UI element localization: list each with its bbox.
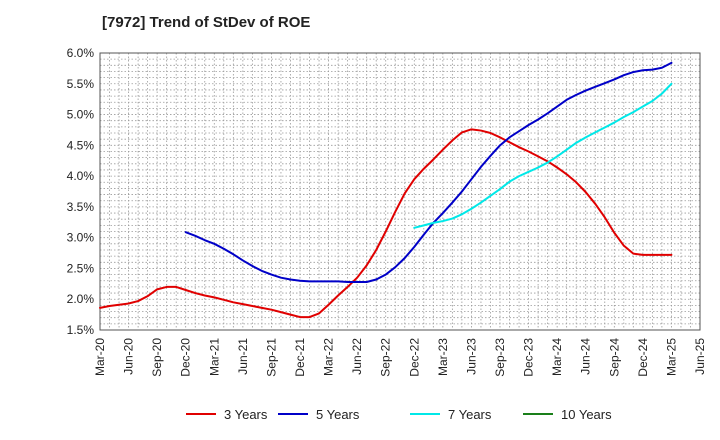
y-tick-label: 4.0% — [67, 169, 95, 183]
y-tick-label: 1.5% — [67, 323, 95, 337]
x-tick-label: Sep-22 — [379, 338, 393, 377]
legend: 3 Years 5 Years 7 Years 10 Years — [186, 407, 612, 422]
y-tick-label: 3.5% — [67, 200, 95, 214]
x-tick-label: Jun-22 — [350, 338, 364, 375]
x-tick-label: Dec-22 — [407, 338, 421, 377]
series-lines — [99, 61, 673, 319]
legend-label-3-years: 3 Years — [224, 407, 268, 422]
x-tick-label: Sep-20 — [150, 338, 164, 377]
x-tick-label: Sep-23 — [493, 338, 507, 377]
x-tick-label: Mar-21 — [207, 338, 221, 376]
series-line-3-years — [99, 128, 673, 319]
x-tick-label: Jun-24 — [579, 338, 593, 375]
x-tick-label: Sep-24 — [607, 338, 621, 377]
legend-label-10-years: 10 Years — [561, 407, 612, 422]
y-tick-label: 2.0% — [67, 292, 95, 306]
x-axis-ticks: Mar-20 Jun-20 Sep-20 Dec-20 Mar-21 Jun-21 Sep-… — [93, 338, 707, 377]
x-tick-label: Dec-20 — [179, 338, 193, 377]
x-tick-label: Jun-21 — [236, 338, 250, 375]
series-line-7-years — [413, 82, 673, 229]
x-tick-label: Dec-21 — [293, 338, 307, 377]
x-tick-label: Dec-24 — [636, 338, 650, 377]
y-tick-label: 2.5% — [67, 261, 95, 275]
x-tick-label: Mar-22 — [322, 338, 336, 376]
y-tick-label: 3.0% — [67, 231, 95, 245]
x-tick-label: Jun-23 — [464, 338, 478, 375]
legend-label-5-years: 5 Years — [316, 407, 360, 422]
x-tick-label: Mar-20 — [93, 338, 107, 376]
series-line-5-years — [184, 61, 673, 283]
y-tick-label: 5.0% — [67, 108, 95, 122]
x-tick-label: Mar-23 — [436, 338, 450, 376]
x-tick-label: Jun-25 — [693, 338, 707, 375]
x-tick-label: Mar-25 — [664, 338, 678, 376]
y-tick-label: 6.0% — [67, 46, 95, 60]
y-tick-label: 5.5% — [67, 77, 95, 91]
y-axis-ticks: 1.5% 2.0% 2.5% 3.0% 3.5% 4.0% 4.5% 5.0% 5.5% 6.0% — [67, 46, 95, 337]
y-tick-label: 4.5% — [67, 138, 95, 152]
x-tick-label: Dec-23 — [522, 338, 536, 377]
chart-title: [7972] Trend of StDev of ROE — [102, 14, 311, 31]
plot-frame — [99, 52, 701, 331]
x-tick-label: Mar-24 — [550, 338, 564, 376]
legend-label-7-years: 7 Years — [448, 407, 492, 422]
grid-lines — [100, 53, 700, 330]
x-tick-label: Jun-20 — [122, 338, 136, 375]
x-tick-label: Sep-21 — [264, 338, 278, 377]
